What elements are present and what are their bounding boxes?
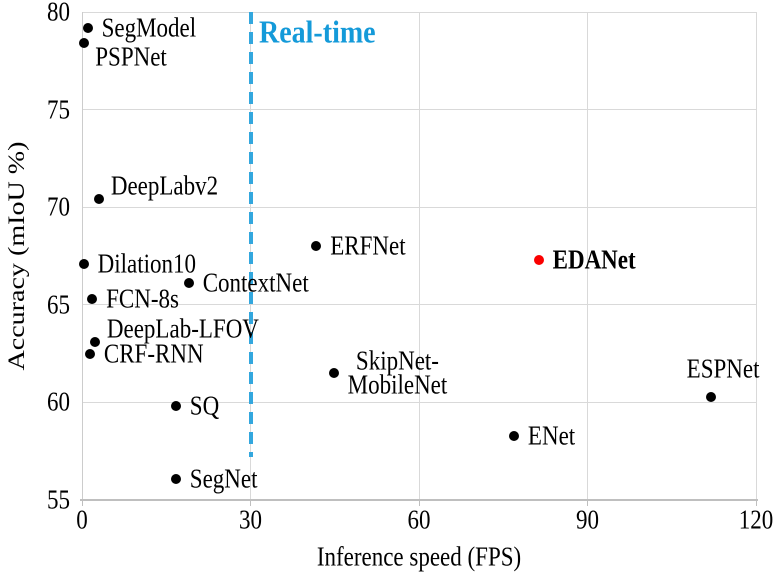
x-tick-label: 0 xyxy=(76,504,88,535)
y-tick-label: 75 xyxy=(47,93,70,124)
point-label-enet: ENet xyxy=(527,419,576,450)
x-axis-tick xyxy=(418,501,420,506)
y-axis-title: Accuracy (mIoU %) xyxy=(4,141,29,371)
x-tick-label: 30 xyxy=(239,504,262,535)
point-label-edanet: EDANet xyxy=(552,244,636,275)
y-tick-label: 80 xyxy=(47,0,70,27)
point-label-segmodel: SegModel xyxy=(101,12,197,43)
x-axis-tick xyxy=(755,501,757,506)
point-label-espnet: ESPNet xyxy=(686,352,760,383)
x-axis-tick xyxy=(81,501,83,506)
y-tick-label: 55 xyxy=(47,484,70,515)
point-label-sq: SQ xyxy=(189,390,220,421)
point-label-deeplab-lfov: DeepLab-LFOV xyxy=(106,313,259,344)
point-label-segnet: SegNet xyxy=(189,462,258,493)
y-tick-label: 70 xyxy=(47,191,70,222)
data-point-enet xyxy=(508,430,519,441)
data-point-contextnet xyxy=(183,278,194,289)
x-tick-label: 120 xyxy=(738,504,774,535)
point-label-deeplabv2: DeepLabv2 xyxy=(110,170,219,201)
data-point-skipnet-mobilenet xyxy=(328,368,339,379)
x-axis-tick xyxy=(587,501,588,506)
y-tick-label: 60 xyxy=(47,386,70,417)
data-point-segmodel xyxy=(82,22,93,33)
gridline-vertical xyxy=(418,12,420,500)
point-label-crf-rnn: CRF-RNN xyxy=(103,337,204,368)
data-point-pspnet xyxy=(79,38,90,49)
data-point-segnet xyxy=(170,473,181,484)
gridline-vertical xyxy=(755,12,757,500)
data-point-dilation10 xyxy=(78,258,89,269)
data-point-fcn-8s xyxy=(87,293,98,304)
point-label-fcn-8s: FCN-8s xyxy=(106,283,179,314)
data-point-crf-rnn xyxy=(84,348,95,359)
x-axis-tick xyxy=(250,501,251,506)
point-label-dilation10: Dilation10 xyxy=(97,248,197,279)
point-label-skipnet-mobilenet: SkipNet- MobileNet xyxy=(347,345,448,400)
data-point-erfnet xyxy=(311,241,322,252)
y-tick-label: 65 xyxy=(47,289,70,320)
x-axis-line xyxy=(80,499,758,501)
x-tick-label: 60 xyxy=(407,504,431,535)
data-point-espnet xyxy=(706,391,717,402)
data-point-deeplabv2 xyxy=(93,194,104,205)
realtime-threshold-line xyxy=(248,12,253,458)
x-axis-title: Inference speed (FPS) xyxy=(316,541,522,572)
realtime-label: Real-time xyxy=(259,14,376,51)
data-point-edanet xyxy=(533,254,544,265)
x-tick-label: 90 xyxy=(576,504,599,535)
data-point-sq xyxy=(170,401,181,412)
point-label-erfnet: ERFNet xyxy=(330,230,406,261)
data-point-deeplab-lfov xyxy=(89,336,100,347)
gridline-vertical xyxy=(587,12,588,500)
point-label-contextnet: ContextNet xyxy=(202,267,309,298)
point-label-pspnet: PSPNet xyxy=(95,41,167,72)
